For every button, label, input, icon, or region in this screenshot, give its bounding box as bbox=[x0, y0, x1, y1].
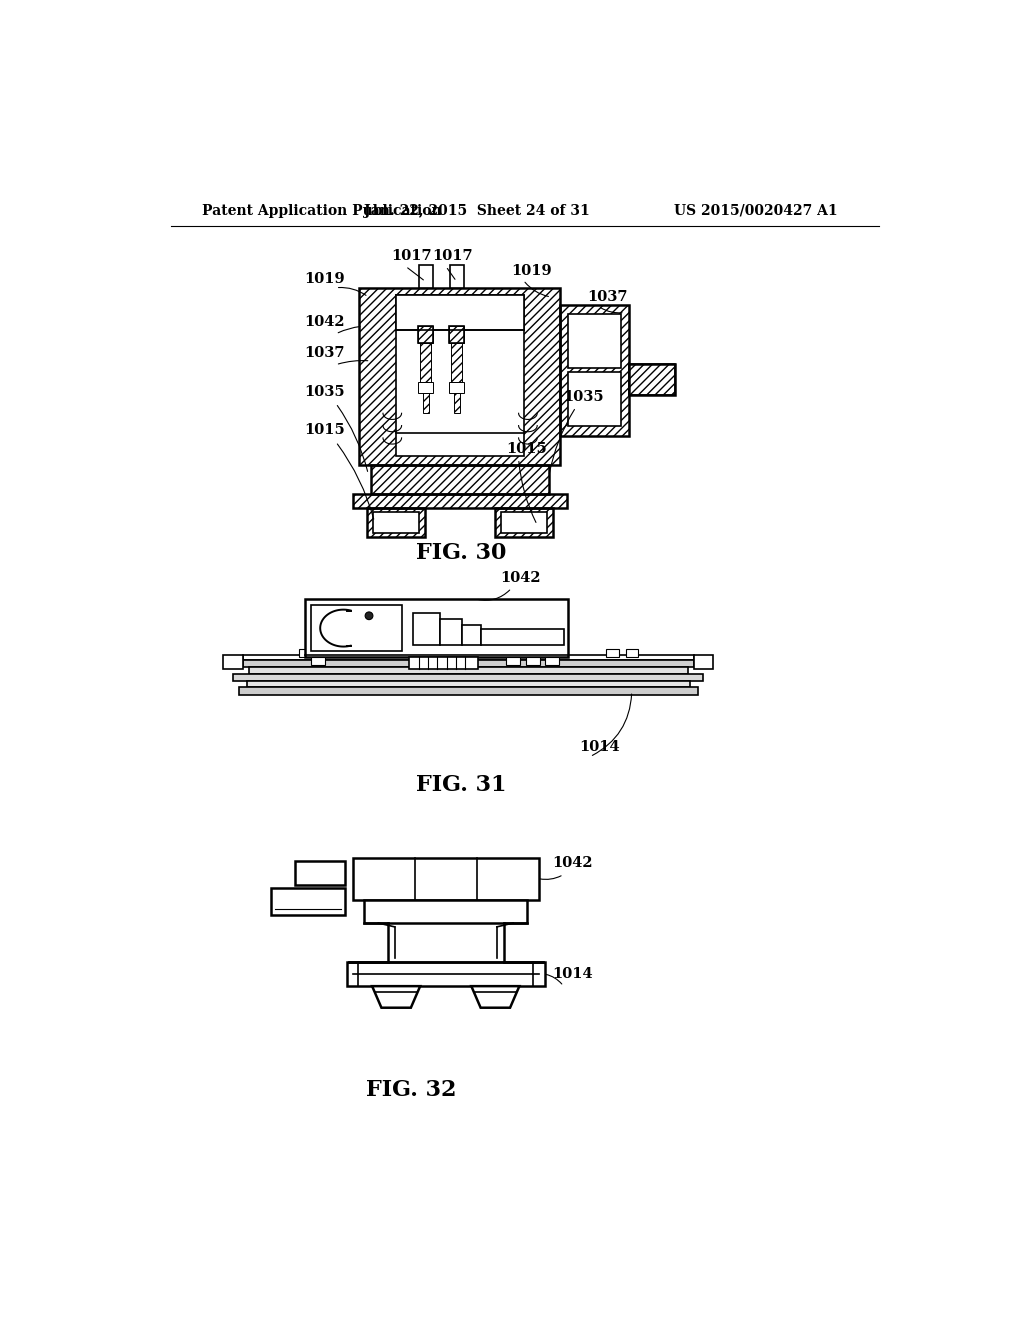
Text: 1035: 1035 bbox=[563, 389, 604, 404]
Text: FIG. 30: FIG. 30 bbox=[416, 543, 507, 564]
Bar bbox=[452, 343, 462, 381]
Circle shape bbox=[366, 612, 373, 619]
Bar bbox=[243, 660, 693, 668]
Text: 1019: 1019 bbox=[511, 264, 552, 279]
Bar bbox=[243, 655, 693, 660]
Polygon shape bbox=[372, 986, 420, 1007]
Bar bbox=[239, 688, 697, 696]
Bar bbox=[396, 296, 524, 330]
Bar bbox=[352, 858, 539, 900]
Bar bbox=[449, 326, 464, 343]
Text: 1017: 1017 bbox=[391, 249, 432, 263]
Bar bbox=[352, 494, 566, 508]
Text: US 2015/0020427 A1: US 2015/0020427 A1 bbox=[674, 203, 838, 218]
Bar bbox=[506, 657, 520, 665]
Bar bbox=[419, 264, 432, 288]
Bar bbox=[418, 326, 433, 343]
Bar bbox=[317, 649, 331, 656]
Bar bbox=[449, 326, 464, 343]
Bar bbox=[495, 508, 553, 537]
Bar bbox=[423, 393, 429, 412]
Bar bbox=[223, 655, 243, 669]
Bar bbox=[629, 364, 675, 395]
Bar bbox=[449, 381, 464, 393]
Bar bbox=[346, 961, 545, 986]
Bar bbox=[420, 343, 431, 381]
Text: 1014: 1014 bbox=[553, 968, 593, 982]
Text: 1042: 1042 bbox=[305, 315, 345, 329]
Bar bbox=[525, 657, 540, 665]
Polygon shape bbox=[471, 986, 519, 1007]
Bar bbox=[410, 657, 477, 669]
Bar bbox=[501, 512, 547, 533]
Bar bbox=[249, 668, 687, 673]
Text: Patent Application Publication: Patent Application Publication bbox=[202, 203, 441, 218]
Bar bbox=[365, 900, 527, 923]
Text: 1037: 1037 bbox=[305, 346, 345, 360]
Bar bbox=[271, 888, 345, 915]
Bar bbox=[233, 673, 703, 681]
Bar bbox=[414, 612, 440, 645]
Bar bbox=[481, 628, 564, 645]
Bar bbox=[295, 862, 345, 884]
Bar bbox=[629, 364, 675, 395]
Bar bbox=[396, 296, 524, 455]
Bar bbox=[367, 508, 425, 537]
Text: 1019: 1019 bbox=[305, 272, 345, 286]
Bar bbox=[440, 619, 462, 645]
Text: 1037: 1037 bbox=[587, 290, 628, 304]
Text: 1035: 1035 bbox=[305, 384, 345, 399]
Text: 1015: 1015 bbox=[506, 441, 547, 455]
Text: Jan. 22, 2015  Sheet 24 of 31: Jan. 22, 2015 Sheet 24 of 31 bbox=[364, 203, 590, 218]
Text: 1015: 1015 bbox=[305, 422, 345, 437]
Bar bbox=[247, 681, 690, 688]
Bar bbox=[560, 305, 629, 436]
Text: 1017: 1017 bbox=[432, 249, 472, 263]
Bar bbox=[359, 288, 560, 465]
Bar bbox=[462, 626, 481, 645]
Bar bbox=[545, 657, 559, 665]
Bar bbox=[568, 314, 621, 368]
Bar bbox=[299, 649, 311, 656]
Text: FIG. 31: FIG. 31 bbox=[416, 775, 507, 796]
Bar bbox=[305, 599, 568, 657]
Bar bbox=[311, 605, 402, 651]
Text: 1042: 1042 bbox=[553, 855, 593, 870]
Text: FIG. 32: FIG. 32 bbox=[366, 1078, 456, 1101]
Bar bbox=[568, 372, 621, 426]
Bar bbox=[693, 655, 713, 669]
Bar bbox=[626, 649, 638, 656]
Bar bbox=[373, 512, 419, 533]
Bar bbox=[418, 326, 433, 343]
Text: 1042: 1042 bbox=[500, 572, 541, 585]
Bar bbox=[454, 393, 460, 412]
Text: 1014: 1014 bbox=[579, 741, 620, 754]
Bar bbox=[371, 465, 549, 494]
Bar bbox=[450, 264, 464, 288]
Bar bbox=[606, 649, 618, 656]
Bar bbox=[311, 657, 325, 665]
Bar bbox=[418, 381, 433, 393]
